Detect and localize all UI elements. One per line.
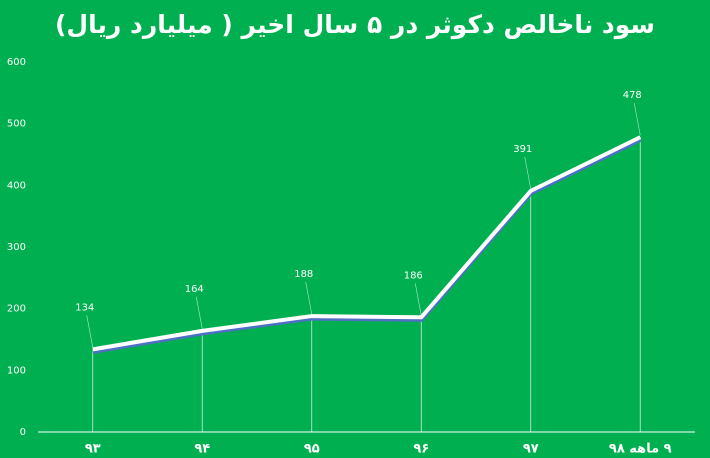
data-label: 478 [623, 90, 642, 101]
x-tick-label: ۹۳ [85, 442, 101, 457]
y-tick-label: 200 [7, 304, 26, 315]
label-leader [86, 315, 94, 348]
chart-title: سود ناخالص دکوثر در ۵ سال اخیر ( میلیارد… [55, 10, 655, 40]
y-tick-label: 100 [7, 365, 26, 376]
data-label: 164 [185, 284, 204, 295]
line [92, 135, 642, 352]
x-tick-label: ۹۴ [194, 442, 210, 457]
label-leader [414, 283, 422, 316]
y-tick-label: 600 [7, 57, 26, 68]
label-leader [524, 156, 532, 189]
y-tick-label: 300 [7, 242, 26, 253]
data-label: 391 [513, 144, 532, 155]
x-tick-label: ۹۷ [523, 442, 539, 457]
data-label: 188 [294, 269, 313, 280]
x-tick-label: ۹۶ [413, 442, 429, 457]
label-leader [195, 296, 203, 329]
label-leader [305, 282, 313, 315]
y-tick-label: 500 [7, 119, 26, 130]
y-tick-label: 400 [7, 180, 26, 191]
x-tick-label: ۹۵ [304, 442, 320, 457]
y-tick-label: 0 [20, 427, 26, 438]
data-label: 186 [404, 270, 423, 281]
x-tick-label: ۹ ماهه ۹۸ [609, 442, 672, 457]
label-leader [633, 103, 641, 136]
data-label: 134 [75, 302, 94, 313]
